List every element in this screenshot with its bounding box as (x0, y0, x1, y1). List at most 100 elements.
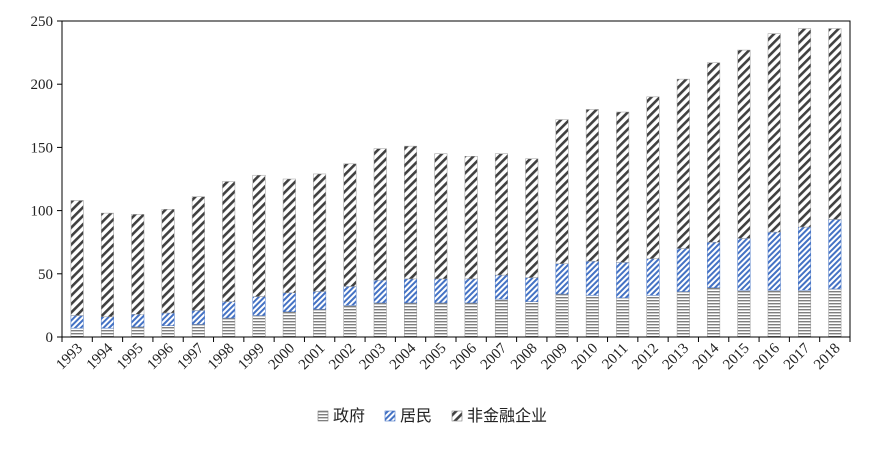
y-tick-label: 250 (31, 14, 54, 30)
bar-household-1997 (191, 310, 205, 325)
x-tick-label: 2000 (266, 341, 299, 374)
bar-household-2009 (555, 263, 569, 295)
x-tick-label: 2018 (811, 341, 844, 374)
bar-nonfinancial-corp-2006 (464, 156, 478, 280)
bar-household-2008 (525, 277, 539, 302)
bar-household-2010 (585, 260, 599, 296)
bar-household-2007 (494, 274, 508, 300)
bar-government-2003 (373, 302, 387, 338)
bar-household-2001 (313, 291, 327, 310)
x-tick-label: 2004 (387, 340, 420, 373)
bar-government-1993 (70, 327, 84, 338)
bar-household-2016 (767, 231, 781, 291)
x-tick-label: 1993 (53, 341, 86, 374)
bar-household-1994 (100, 316, 114, 329)
bar-nonfinancial-corp-2004 (404, 145, 418, 280)
bar-government-2015 (737, 289, 751, 338)
x-tick-label: 2014 (690, 340, 723, 373)
bar-nonfinancial-corp-2011 (616, 111, 630, 263)
x-tick-label: 2005 (417, 341, 450, 374)
bar-government-2009 (555, 293, 569, 338)
bar-household-2012 (646, 258, 660, 296)
x-tick-label: 2016 (751, 340, 784, 373)
bar-government-2007 (494, 298, 508, 338)
legend-label: 居民 (400, 406, 432, 425)
bar-household-2015 (737, 238, 751, 291)
bar-nonfinancial-corp-1993 (70, 200, 84, 316)
bar-nonfinancial-corp-2008 (525, 158, 539, 278)
bar-government-2010 (585, 295, 599, 338)
bar-government-2013 (676, 291, 690, 338)
y-tick-label: 50 (38, 267, 53, 283)
bar-household-1995 (131, 314, 145, 328)
bar-nonfinancial-corp-2014 (707, 62, 721, 243)
bar-household-2018 (828, 219, 842, 290)
bar-government-2008 (525, 301, 539, 338)
bar-nonfinancial-corp-1997 (191, 196, 205, 311)
bar-nonfinancial-corp-1998 (222, 181, 236, 302)
bar-nonfinancial-corp-2007 (494, 153, 508, 276)
x-tick-label: 2009 (538, 341, 571, 374)
x-tick-label: 2001 (296, 341, 329, 374)
x-tick-label: 2007 (478, 340, 511, 373)
bar-nonfinancial-corp-2009 (555, 119, 569, 264)
x-tick-label: 2013 (660, 341, 693, 374)
y-tick-label: 200 (31, 77, 54, 93)
x-tick-label: 1998 (205, 341, 238, 374)
x-tick-label: 2017 (781, 340, 814, 373)
bar-nonfinancial-corp-1999 (252, 174, 266, 297)
bar-nonfinancial-corp-2016 (767, 33, 781, 233)
bar-nonfinancial-corp-2017 (798, 28, 812, 228)
bar-nonfinancial-corp-2013 (676, 78, 690, 249)
bar-government-1995 (131, 326, 145, 338)
legend-item: 非金融企业 (451, 406, 547, 425)
bar-nonfinancial-corp-2005 (434, 153, 448, 280)
bar-government-2018 (828, 288, 842, 338)
legend-item: 政府 (317, 406, 365, 425)
x-tick-label: 1997 (175, 340, 208, 373)
bar-government-2004 (404, 302, 418, 338)
bar-household-2000 (282, 292, 296, 312)
bar-government-2012 (646, 295, 660, 338)
plot-area-frame (61, 20, 851, 338)
legend-label: 政府 (333, 406, 365, 425)
bar-household-1999 (252, 296, 266, 316)
bar-government-2000 (282, 311, 296, 338)
bar-government-1999 (252, 315, 266, 338)
bar-nonfinancial-corp-2010 (585, 109, 599, 262)
bar-household-2006 (464, 278, 478, 304)
y-tick-label: 100 (31, 204, 54, 220)
legend-swatch (384, 410, 396, 422)
bar-household-2005 (434, 278, 448, 304)
x-tick-label: 2010 (569, 341, 602, 374)
bar-government-1994 (100, 327, 114, 338)
bar-nonfinancial-corp-2012 (646, 96, 660, 259)
bar-nonfinancial-corp-1995 (131, 214, 145, 315)
x-tick-label: 1994 (84, 340, 117, 373)
bar-government-2011 (616, 297, 630, 338)
bar-household-2013 (676, 248, 690, 292)
x-tick-label: 1999 (235, 341, 268, 374)
x-tick-label: 2002 (326, 341, 359, 374)
x-tick-label: 2015 (720, 341, 753, 374)
legend-label: 非金融企业 (467, 406, 547, 425)
bar-household-2004 (404, 278, 418, 304)
bar-nonfinancial-corp-2000 (282, 178, 296, 294)
x-tick-label: 2003 (357, 341, 390, 374)
x-tick-label: 1996 (144, 340, 177, 373)
bar-government-2001 (313, 308, 327, 338)
bar-nonfinancial-corp-1996 (161, 209, 175, 314)
bar-nonfinancial-corp-2018 (828, 28, 842, 220)
bar-household-1996 (161, 312, 175, 326)
x-tick-label: 1995 (114, 341, 147, 374)
bar-household-2003 (373, 279, 387, 304)
bar-government-2017 (798, 289, 812, 338)
bar-nonfinancial-corp-2015 (737, 49, 751, 239)
bar-nonfinancial-corp-2003 (373, 148, 387, 281)
bar-household-2017 (798, 226, 812, 291)
x-tick-label: 2012 (629, 341, 662, 374)
legend-swatch (451, 410, 463, 422)
bar-household-2011 (616, 262, 630, 299)
